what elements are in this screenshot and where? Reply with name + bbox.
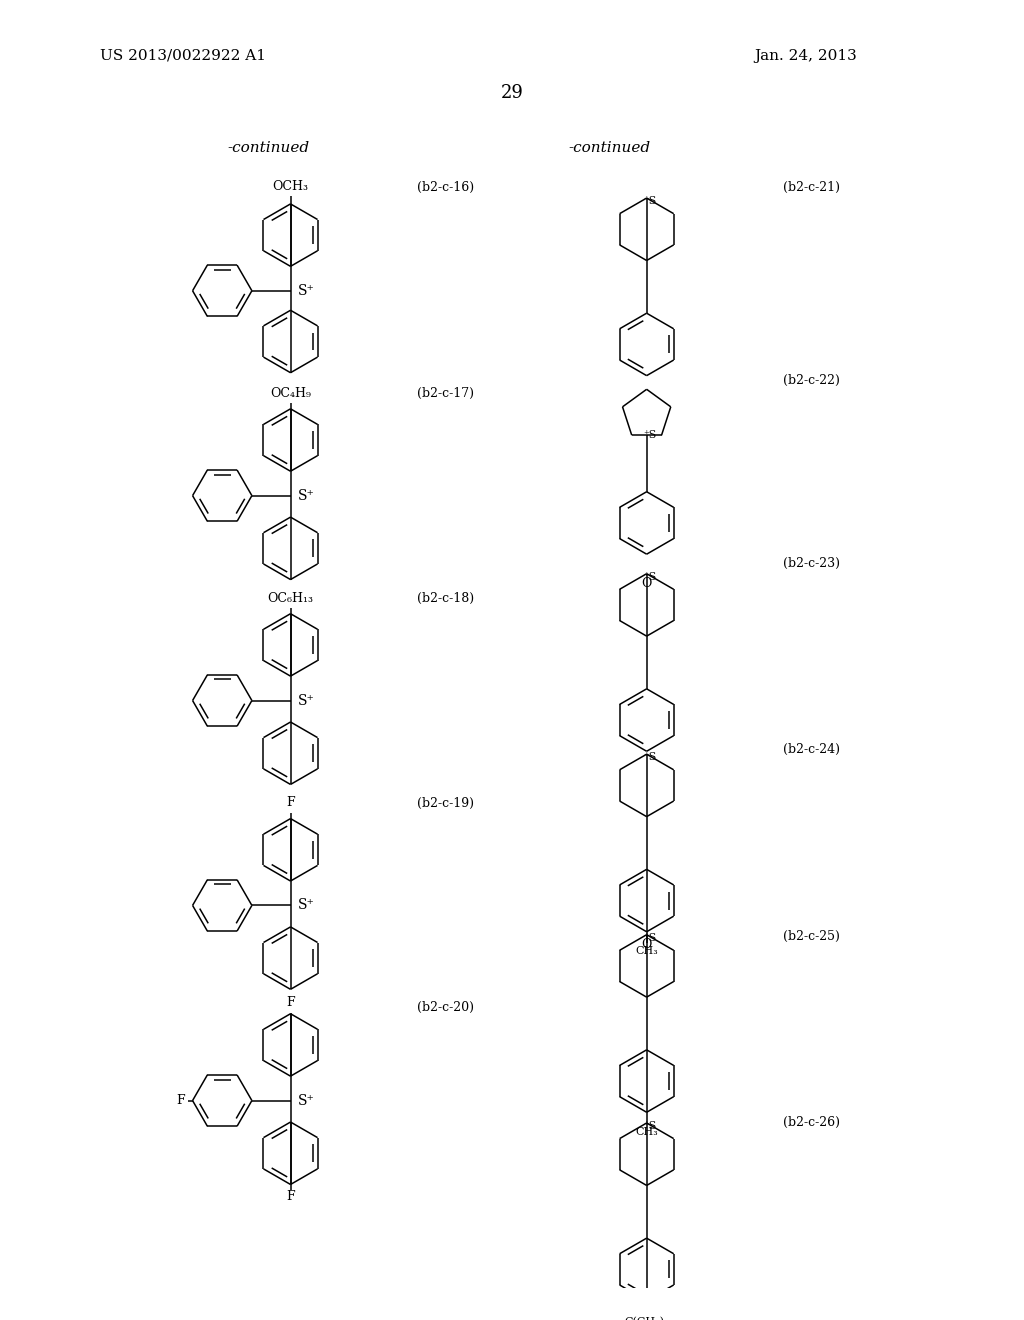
Text: OC₄H₉: OC₄H₉ xyxy=(270,387,311,400)
Text: ⁺S: ⁺S xyxy=(643,932,656,942)
Text: C(CH₃)₃: C(CH₃)₃ xyxy=(625,1317,669,1320)
Text: (b2-c-23): (b2-c-23) xyxy=(783,557,841,570)
Text: (b2-c-17): (b2-c-17) xyxy=(418,387,474,400)
Text: (b2-c-21): (b2-c-21) xyxy=(783,181,841,194)
Text: (b2-c-19): (b2-c-19) xyxy=(418,796,474,809)
Text: O: O xyxy=(641,939,652,950)
Text: (b2-c-25): (b2-c-25) xyxy=(783,931,840,944)
Text: ⁺S: ⁺S xyxy=(643,195,656,206)
Text: ⁺S: ⁺S xyxy=(643,572,656,582)
Text: S⁺: S⁺ xyxy=(298,1093,315,1107)
Text: Jan. 24, 2013: Jan. 24, 2013 xyxy=(754,49,857,62)
Text: OC₆H₁₃: OC₆H₁₃ xyxy=(267,591,313,605)
Text: (b2-c-24): (b2-c-24) xyxy=(783,743,841,756)
Text: S⁺: S⁺ xyxy=(298,693,315,708)
Text: S⁺: S⁺ xyxy=(298,899,315,912)
Text: US 2013/0022922 A1: US 2013/0022922 A1 xyxy=(100,49,266,62)
Text: (b2-c-16): (b2-c-16) xyxy=(418,181,474,194)
Text: F: F xyxy=(287,796,295,809)
Text: -continued: -continued xyxy=(568,141,650,156)
Text: -continued: -continued xyxy=(227,141,309,156)
Text: F: F xyxy=(287,997,295,1010)
Text: F: F xyxy=(176,1094,185,1107)
Text: ⁺S: ⁺S xyxy=(643,430,656,441)
Text: CH₃: CH₃ xyxy=(635,1127,658,1137)
Text: (b2-c-20): (b2-c-20) xyxy=(418,1002,474,1014)
Text: OCH₃: OCH₃ xyxy=(272,180,308,193)
Text: S⁺: S⁺ xyxy=(298,284,315,298)
Text: F: F xyxy=(287,1189,295,1203)
Text: 29: 29 xyxy=(501,83,523,102)
Text: (b2-c-18): (b2-c-18) xyxy=(418,591,474,605)
Text: ⁺S: ⁺S xyxy=(643,1121,656,1131)
Text: (b2-c-22): (b2-c-22) xyxy=(783,374,840,387)
Text: S⁺: S⁺ xyxy=(298,488,315,503)
Text: ⁺S: ⁺S xyxy=(643,752,656,762)
Text: CH₃: CH₃ xyxy=(635,946,658,956)
Text: (b2-c-26): (b2-c-26) xyxy=(783,1115,841,1129)
Text: O: O xyxy=(641,577,652,590)
